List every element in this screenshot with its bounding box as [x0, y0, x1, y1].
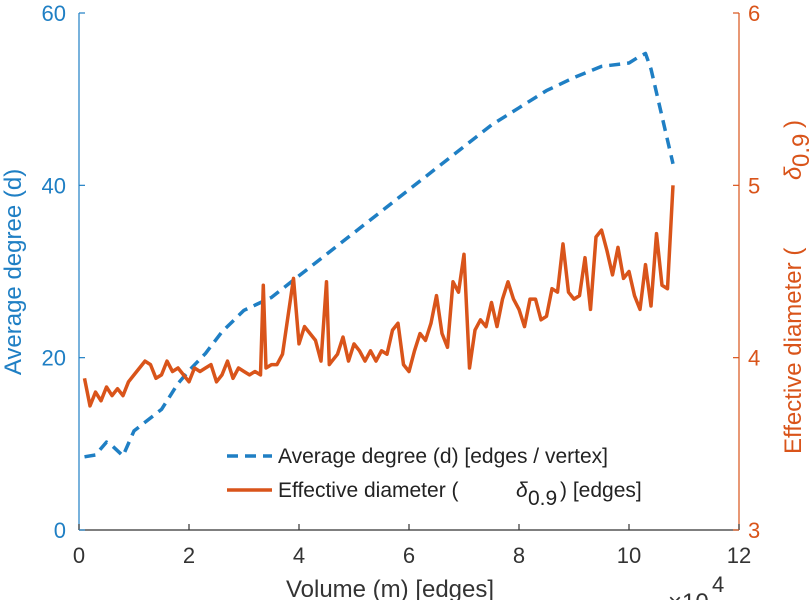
left-y-tick-label: 40	[42, 173, 66, 198]
left-y-axis-label: Average degree (d)	[0, 169, 27, 375]
legend-label-effective-diameter-suffix: ) [edges]	[560, 479, 642, 502]
left-y-tick-label: 20	[42, 346, 66, 371]
x-tick-label: 6	[403, 543, 415, 568]
right-y-axis-label: Effective diameter ( δ 0.9 )	[780, 120, 812, 454]
left-y-tick-label: 60	[42, 1, 66, 26]
legend: Average degree (d) [edges / vertex] Effe…	[227, 445, 642, 510]
x-tick-label: 4	[293, 543, 305, 568]
x-tick-label: 2	[183, 543, 195, 568]
right-y-tick-label: 6	[748, 1, 760, 26]
legend-label-effective-diameter-symbol: δ	[516, 479, 528, 502]
right-y-tick-label: 3	[748, 518, 760, 543]
x-tick-label: 0	[73, 543, 85, 568]
series-line-effective-diameter	[82, 185, 675, 408]
legend-label-effective-diameter-subscript: 0.9	[528, 487, 557, 510]
right-y-axis-label-symbol: δ	[780, 166, 807, 180]
right-y-axis-label-subscript: 0.9	[788, 134, 812, 167]
ticks-layer: 0 2 4 6 8 10 12 0 20 40 60 3 4 5 6	[42, 1, 761, 568]
x-axis-multiplier: ×10	[668, 589, 709, 600]
x-axis-exponent: 4	[712, 572, 724, 597]
series-line-average-degree	[84, 51, 675, 459]
x-tick-label: 8	[513, 543, 525, 568]
right-y-axis-label-close: )	[780, 120, 807, 128]
series-layer	[82, 51, 675, 459]
x-tick-label: 12	[727, 543, 751, 568]
left-y-tick-label: 0	[54, 518, 66, 543]
x-axis-label: Volume (m) [edges]	[286, 576, 494, 600]
right-y-tick-label: 5	[748, 173, 760, 198]
legend-label-average-degree: Average degree (d) [edges / vertex]	[278, 445, 608, 468]
x-tick-label: 10	[617, 543, 641, 568]
right-y-axis-label-text: Effective diameter (	[780, 248, 807, 454]
legend-label-effective-diameter: Effective diameter (	[278, 479, 459, 502]
right-y-tick-label: 4	[748, 346, 760, 371]
